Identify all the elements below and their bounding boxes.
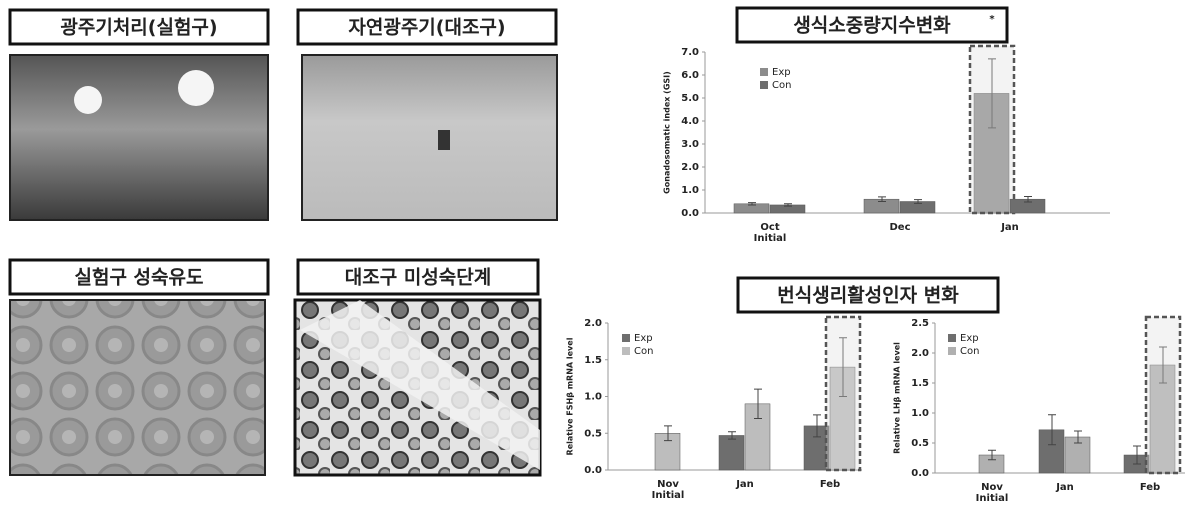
x-tick-label: Feb: [1140, 482, 1160, 493]
x-tick-line: Feb: [820, 479, 840, 490]
y-tick-label: 3.0: [681, 139, 699, 150]
highlight-box: [1146, 317, 1180, 473]
photo: [302, 55, 557, 220]
y-tick-label: 2.5: [911, 318, 929, 329]
x-tick-line: Jan: [1000, 222, 1019, 233]
y-tick-label: 0.0: [584, 465, 602, 476]
x-tick-label: Jan: [735, 479, 754, 490]
y-tick-label: 4.0: [681, 116, 699, 127]
chart-title: 번식생리활성인자 변화: [777, 285, 959, 307]
y-tick-label: 1.5: [584, 355, 602, 366]
y-tick-label: 6.0: [681, 70, 699, 81]
y-axis-label: Relative FSHβ mRNA level: [566, 337, 575, 455]
caption: 실험구 성숙유도: [75, 267, 204, 289]
x-tick-line: Feb: [1140, 482, 1160, 493]
caption: 광주기처리(실험구): [60, 17, 217, 39]
y-tick-label: 1.0: [911, 408, 929, 419]
lamp: [178, 70, 214, 106]
x-tick-label: Jan: [1000, 222, 1019, 233]
annotation: *: [989, 14, 995, 25]
legend-label: Exp: [634, 333, 653, 344]
x-tick-label: Jan: [1055, 482, 1074, 493]
y-tick-label: 1.0: [584, 392, 602, 403]
legend-label: Con: [960, 346, 979, 357]
y-tick-label: 2.0: [584, 318, 602, 329]
legend-swatch: [760, 81, 768, 89]
y-tick-label: 5.0: [681, 93, 699, 104]
y-tick-label: 2.0: [681, 162, 699, 173]
x-tick-line: Initial: [652, 490, 685, 501]
legend-swatch: [622, 347, 630, 355]
y-tick-label: 2.0: [911, 348, 929, 359]
x-tick-line: Dec: [889, 222, 910, 233]
y-axis-label: Relative LHβ mRNA level: [893, 342, 902, 454]
pump: [438, 130, 450, 150]
chart: 번식생리활성인자 변화 Relative FSHβ mRNA level 0.0 0.…: [566, 278, 999, 501]
photo: [10, 300, 265, 475]
legend-label: Con: [772, 80, 791, 91]
caption: 대조구 미성숙단계: [345, 267, 491, 289]
chart-title: 생식소중량지수변화: [793, 15, 951, 37]
legend-label: Con: [634, 346, 653, 357]
y-tick-label: 0.0: [911, 468, 929, 479]
legend-swatch: [622, 334, 630, 342]
y-axis-label: Gonadosomatic index (GSI): [663, 71, 672, 194]
x-tick-line: Initial: [976, 493, 1009, 504]
y-tick-label: 0.5: [911, 438, 929, 449]
x-tick-label: Dec: [889, 222, 910, 233]
chart: 생식소중량지수변화 Gonadosomatic index (GSI) 0.0 1.0…: [663, 8, 1111, 244]
y-tick-label: 1.5: [911, 378, 929, 389]
highlight-box: [826, 317, 860, 470]
x-tick-line: Oct: [760, 222, 779, 233]
x-tick-line: Jan: [1055, 482, 1074, 493]
legend-label: Exp: [772, 67, 791, 78]
legend-swatch: [948, 347, 956, 355]
x-tick-line: Jan: [735, 479, 754, 490]
photo-panel: 광주기처리(실험구) 자연광주기(대조구) 실험구 성숙유도 대조구 미성숙단계: [10, 10, 557, 475]
x-tick-line: Nov: [981, 482, 1003, 493]
y-tick-label: 0.5: [584, 428, 602, 439]
legend-swatch: [760, 68, 768, 76]
bar: [719, 435, 744, 470]
y-tick-label: 1.0: [681, 185, 699, 196]
legend-label: Exp: [960, 333, 979, 344]
photo: [10, 55, 268, 220]
lamp: [74, 86, 102, 114]
x-tick-line: Nov: [657, 479, 679, 490]
caption: 자연광주기(대조구): [348, 17, 505, 39]
chart: Relative LHβ mRNA level 0.0 0.5 1.0 1.5 2.0 2.…: [893, 317, 1186, 504]
y-tick-label: 7.0: [681, 47, 699, 58]
highlight-box: [970, 46, 1014, 213]
legend-swatch: [948, 334, 956, 342]
y-tick-label: 0.0: [681, 208, 699, 219]
x-tick-label: Feb: [820, 479, 840, 490]
x-tick-line: Initial: [754, 233, 787, 244]
figure: 광주기처리(실험구) 자연광주기(대조구) 실험구 성숙유도 대조구 미성숙단계…: [0, 0, 1192, 507]
